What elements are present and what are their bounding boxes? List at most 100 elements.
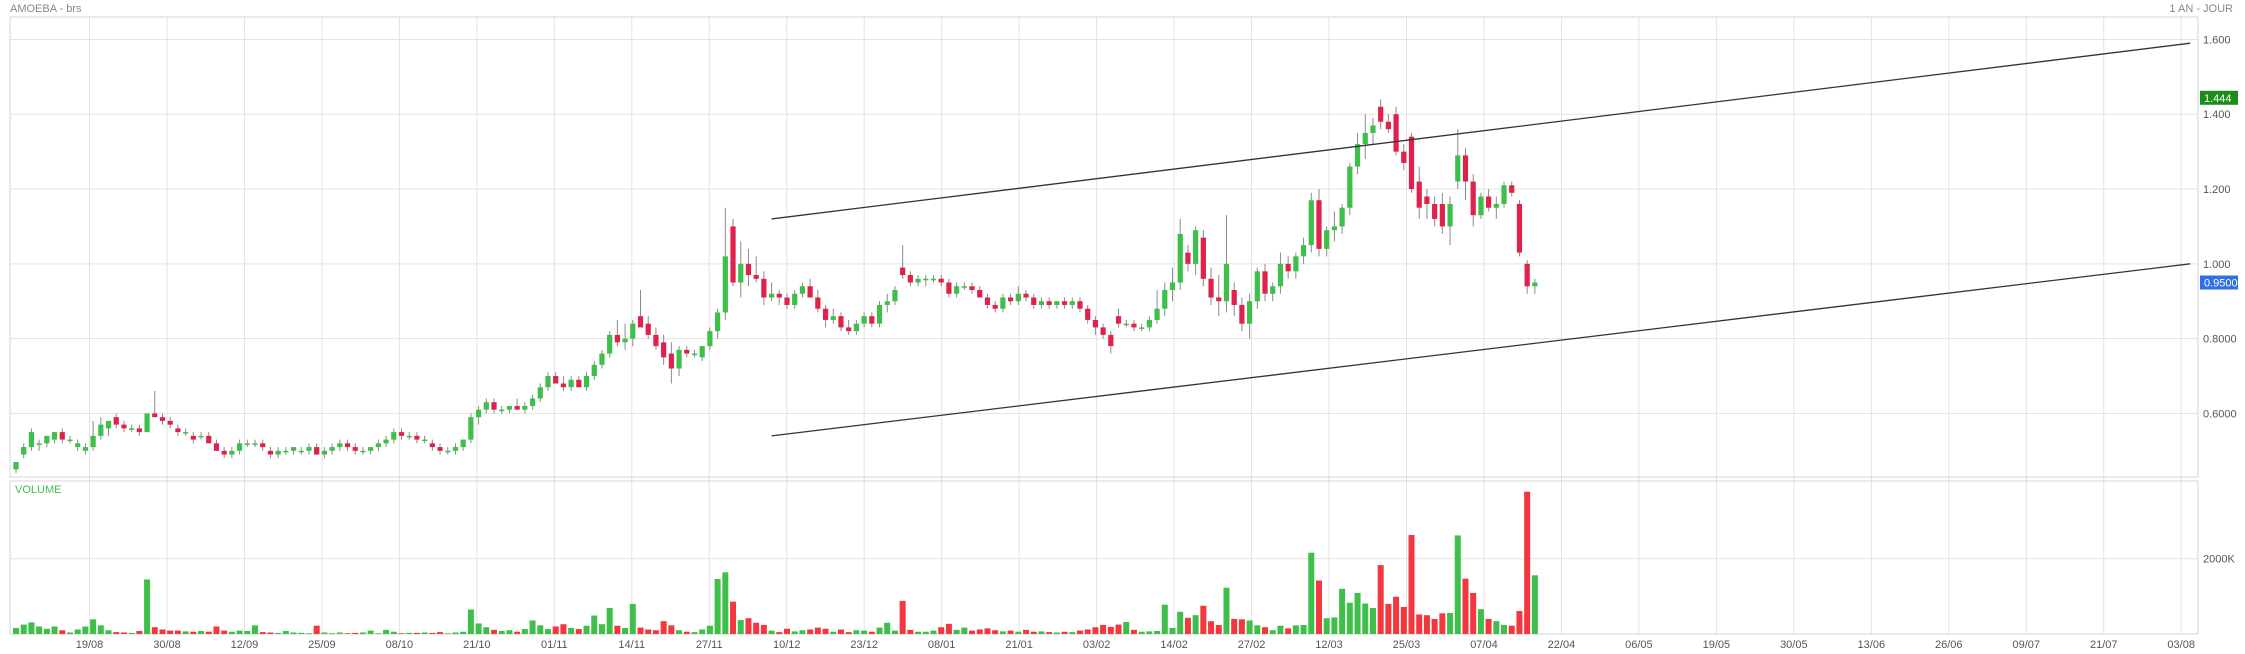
candle-body	[1046, 301, 1052, 305]
volume-bar	[992, 630, 999, 634]
volume-bar	[583, 625, 590, 634]
volume-bar	[544, 629, 551, 634]
candle-body	[1370, 125, 1376, 133]
volume-bar	[1354, 592, 1361, 634]
volume-bar	[784, 628, 790, 634]
candle-body	[1015, 293, 1021, 302]
volume-bar	[637, 627, 644, 634]
volume-bar	[1177, 611, 1184, 634]
volume-bar	[1462, 578, 1469, 634]
date-tick-label: 08/10	[386, 639, 414, 651]
volume-bar	[1015, 631, 1022, 634]
volume-bar	[66, 632, 73, 634]
candle-body	[1208, 278, 1214, 298]
volume-bar	[706, 625, 713, 634]
candle-body	[1223, 263, 1230, 302]
chart-grid	[10, 17, 2198, 634]
volume-bar	[930, 630, 937, 634]
candle-body	[815, 297, 821, 309]
candle-body	[360, 450, 366, 453]
volume-bar	[884, 622, 891, 634]
candle-body	[98, 424, 104, 436]
volume-bar	[475, 623, 482, 634]
candle-body	[607, 334, 613, 354]
date-tick-label: 22/04	[1548, 639, 1576, 651]
chart-title: AMOEBA - brs	[10, 3, 82, 15]
candle-body	[838, 316, 844, 328]
date-tick-label: 21/07	[2090, 639, 2118, 651]
price-panel	[9, 16, 2199, 478]
volume-bar	[1161, 604, 1168, 634]
date-tick-label: 21/01	[1005, 639, 1033, 651]
candle-body	[499, 409, 505, 412]
volume-bar	[1277, 625, 1284, 634]
volume-bar	[344, 633, 351, 634]
volume-bar	[1223, 587, 1230, 634]
date-tick-label: 27/02	[1238, 639, 1266, 651]
candle-body	[1501, 185, 1507, 204]
volume-bar	[1508, 625, 1515, 634]
candle-body	[1354, 144, 1361, 167]
volume-bar	[1123, 621, 1130, 634]
candle-body	[1293, 256, 1299, 272]
candle-body	[445, 450, 451, 453]
candle-body	[13, 462, 19, 470]
candle-body	[1493, 203, 1499, 208]
candle-body	[468, 417, 474, 440]
candle-body	[1316, 200, 1322, 249]
candle-body	[776, 293, 782, 298]
volume-bar	[367, 630, 374, 634]
volume-bar	[745, 618, 752, 634]
volume-bar	[529, 620, 536, 634]
volume-bar	[82, 626, 89, 634]
candle-body	[1154, 308, 1160, 320]
candle-body	[136, 428, 142, 433]
candle-body	[830, 316, 836, 320]
volume-bar	[1254, 625, 1261, 634]
volume-bar	[120, 632, 127, 634]
candle-body	[715, 312, 721, 332]
date-tick-label: 21/10	[463, 639, 491, 651]
candle-body	[1408, 136, 1415, 190]
volume-bar	[999, 631, 1006, 634]
candle-body	[1339, 207, 1345, 227]
volume-bar	[699, 629, 706, 634]
volume-bar	[1362, 603, 1369, 634]
volume-bar	[182, 631, 189, 634]
candle-body	[745, 263, 752, 276]
volume-bar	[1169, 627, 1176, 634]
candle-body	[113, 417, 119, 425]
volume-bar	[853, 630, 860, 634]
candle-body	[529, 398, 536, 406]
candle-body	[822, 308, 829, 320]
date-tick-label: 27/11	[696, 639, 723, 651]
date-tick-label: 25/03	[1393, 639, 1421, 651]
volume-bar	[36, 626, 43, 634]
volume-bar	[213, 626, 220, 634]
volume-bar	[645, 629, 652, 634]
date-tick-label: 03/02	[1083, 639, 1111, 651]
volume-bar	[953, 629, 960, 634]
volume-bar	[1485, 618, 1492, 634]
volume-bar	[907, 629, 914, 634]
volume-bar	[822, 628, 829, 634]
volume-bar	[336, 632, 343, 634]
candle-body	[1000, 297, 1006, 309]
candle-body	[491, 402, 497, 410]
candle-body	[1270, 286, 1276, 294]
period-selector[interactable]: 1 AN - JOUR	[2169, 3, 2233, 15]
last-price-badge-bg	[2200, 90, 2238, 105]
volume-bar	[406, 632, 413, 634]
candle-body	[977, 290, 983, 298]
candle-body	[853, 323, 859, 332]
volume-bar	[1285, 628, 1292, 634]
volume-bar	[190, 631, 197, 634]
candle-body	[784, 297, 790, 305]
volume-bar	[1369, 608, 1376, 634]
volume-bar	[429, 632, 436, 634]
candle-body	[375, 443, 381, 448]
volume-bar	[244, 630, 251, 634]
candle-body	[576, 379, 582, 388]
candle-body	[260, 443, 266, 448]
volume-bar	[891, 630, 898, 634]
